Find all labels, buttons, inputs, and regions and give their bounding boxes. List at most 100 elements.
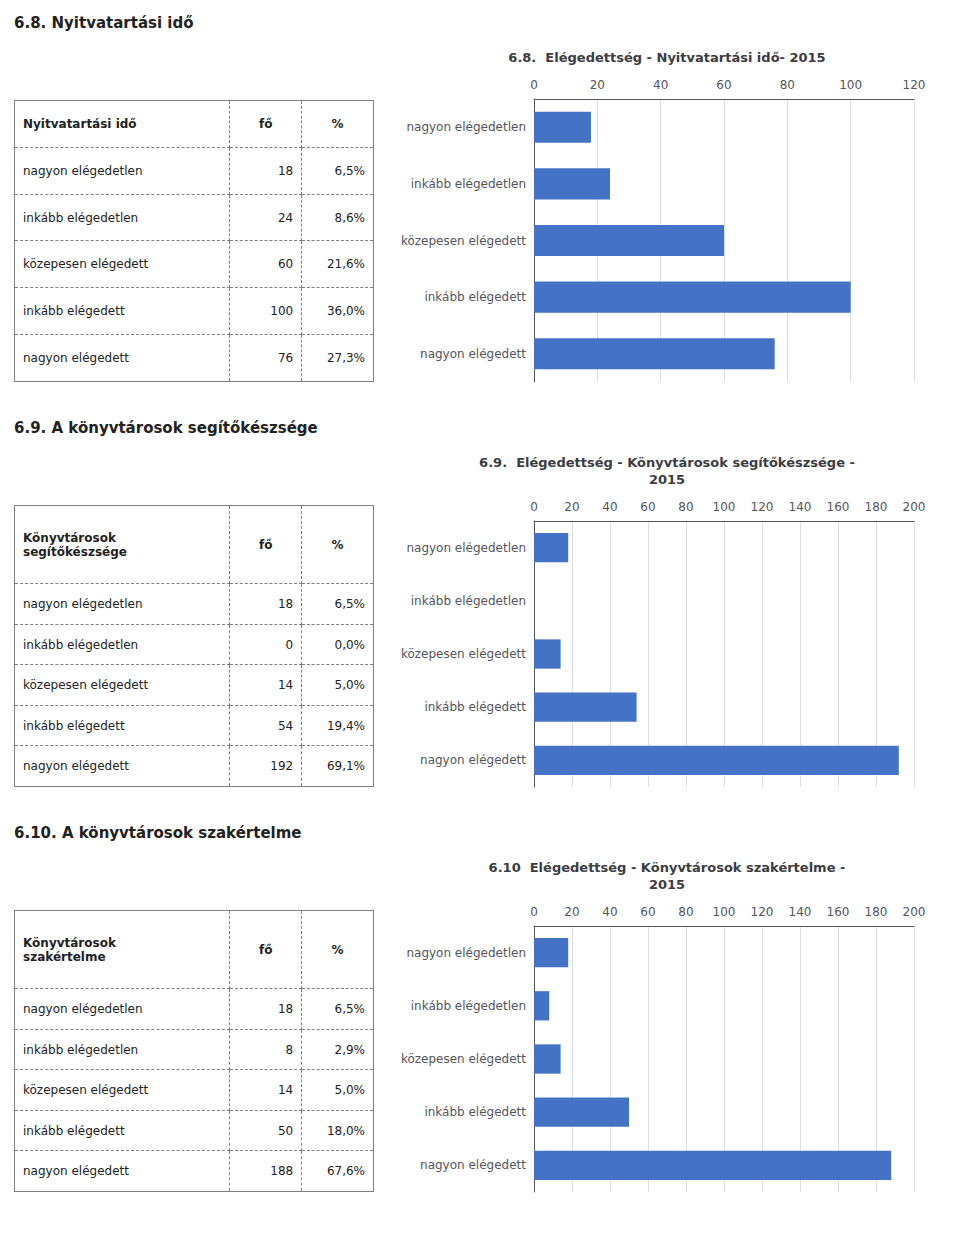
html-text:segítőkészsége: segítőkészsége bbox=[23, 544, 127, 559]
html-text:54: 54 bbox=[277, 718, 294, 733]
svg-text:6.8. Elégedettség - Nyitvatar: 6.8. Elégedettség - Nyitvatartási idő- 2… bbox=[508, 50, 825, 65]
svg-text:inkább elégedetlen: inkább elégedetlen bbox=[411, 594, 526, 608]
svg-text:200: 200 bbox=[903, 500, 926, 514]
html-text:36,0%: 36,0% bbox=[326, 304, 365, 319]
html-text:Nyitvatartási idő: Nyitvatartási idő bbox=[23, 116, 137, 131]
svg-text:180: 180 bbox=[865, 500, 888, 514]
html-text:nagyon elégedett: nagyon elégedett bbox=[23, 1164, 129, 1179]
html-text:6,5%: 6,5% bbox=[334, 597, 365, 612]
svg-text:0: 0 bbox=[530, 905, 538, 919]
svg-text:20: 20 bbox=[564, 905, 579, 919]
svg-text:140: 140 bbox=[789, 500, 812, 514]
html-text:inkább elégedetlen: inkább elégedetlen bbox=[23, 637, 139, 652]
html-text:76: 76 bbox=[277, 351, 294, 366]
svg-text:100: 100 bbox=[839, 78, 862, 92]
svg-text:40: 40 bbox=[602, 500, 617, 514]
html-text:közepesen elégedett: közepesen elégedett bbox=[23, 257, 149, 272]
html-text:inkább elégedetlen: inkább elégedetlen bbox=[23, 210, 139, 225]
svg-text:200: 200 bbox=[903, 905, 926, 919]
svg-text:20: 20 bbox=[590, 78, 605, 92]
svg-text:80: 80 bbox=[780, 78, 795, 92]
svg-text:160: 160 bbox=[827, 905, 850, 919]
html-text:Könyvtárosok: Könyvtárosok bbox=[23, 530, 116, 545]
svg-text:6.9. Elégedettség - Könyvtáro: 6.9. Elégedettség - Könyvtárosok segítők… bbox=[479, 455, 855, 470]
html-text:2,9%: 2,9% bbox=[334, 1042, 365, 1057]
svg-text:80: 80 bbox=[678, 500, 693, 514]
svg-text:160: 160 bbox=[827, 500, 850, 514]
html-text:inkább elégedett: inkább elégedett bbox=[23, 1123, 125, 1138]
html-text:188: 188 bbox=[270, 1164, 294, 1179]
html-text:19,4%: 19,4% bbox=[326, 718, 365, 733]
html-text:6.8. Nyitvatartási idő: 6.8. Nyitvatartási idő bbox=[14, 14, 194, 32]
html-text:8,6%: 8,6% bbox=[334, 210, 365, 225]
html-text:27,3%: 27,3% bbox=[326, 351, 365, 366]
html-text:5,0%: 5,0% bbox=[334, 1083, 365, 1098]
html-text:6,5%: 6,5% bbox=[334, 1002, 365, 1017]
svg-text:60: 60 bbox=[716, 78, 731, 92]
html-text:inkább elégedett: inkább elégedett bbox=[23, 304, 125, 319]
html-text:6.9. A könyvtárosok segítőkész: 6.9. A könyvtárosok segítőkészsége bbox=[14, 419, 318, 437]
html-text:nagyon elégedett: nagyon elégedett bbox=[23, 759, 129, 774]
svg-text:40: 40 bbox=[602, 905, 617, 919]
svg-text:2015: 2015 bbox=[649, 472, 685, 487]
svg-text:6.10 Elégedettség - Könyvtáro: 6.10 Elégedettség - Könyvtárosok szakért… bbox=[489, 860, 846, 875]
html-text:69,1%: 69,1% bbox=[326, 759, 365, 774]
html-text:Könyvtárosok: Könyvtárosok bbox=[23, 935, 116, 950]
svg-text:40: 40 bbox=[653, 78, 668, 92]
svg-text:100: 100 bbox=[713, 500, 736, 514]
html-text:inkább elégedetlen: inkább elégedetlen bbox=[23, 1042, 139, 1057]
svg-text:0: 0 bbox=[530, 500, 538, 514]
html-text:inkább elégedett: inkább elégedett bbox=[23, 718, 125, 733]
html-text:közepesen elégedett: közepesen elégedett bbox=[23, 1083, 149, 1098]
html-text:közepesen elégedett: közepesen elégedett bbox=[23, 678, 149, 693]
html-text:50: 50 bbox=[277, 1123, 294, 1138]
svg-text:inkább elégedett: inkább elégedett bbox=[424, 700, 526, 714]
svg-text:140: 140 bbox=[789, 905, 812, 919]
svg-text:0: 0 bbox=[530, 78, 538, 92]
svg-text:180: 180 bbox=[865, 905, 888, 919]
svg-text:közepesen elégedett: közepesen elégedett bbox=[401, 234, 526, 248]
html-text:6.10. A könyvtárosok szakértel: 6.10. A könyvtárosok szakértelme bbox=[14, 824, 302, 842]
svg-text:120: 120 bbox=[751, 905, 774, 919]
html-text:60: 60 bbox=[277, 257, 294, 272]
svg-text:nagyon elégedett: nagyon elégedett bbox=[420, 1158, 526, 1172]
html-text:192: 192 bbox=[270, 759, 294, 774]
svg-text:80: 80 bbox=[678, 905, 693, 919]
svg-text:nagyon elégedett: nagyon elégedett bbox=[420, 753, 526, 767]
html-text:0,0%: 0,0% bbox=[334, 637, 365, 652]
html-text:14: 14 bbox=[277, 1083, 294, 1098]
svg-text:60: 60 bbox=[640, 905, 655, 919]
svg-text:közepesen elégedett: közepesen elégedett bbox=[401, 1052, 526, 1066]
svg-text:20: 20 bbox=[564, 500, 579, 514]
svg-text:inkább elégedett: inkább elégedett bbox=[424, 290, 526, 304]
html-text:nagyon elégedetlen: nagyon elégedetlen bbox=[23, 1002, 143, 1017]
svg-text:2015: 2015 bbox=[649, 877, 685, 892]
html-text:nagyon elégedetlen: nagyon elégedetlen bbox=[23, 163, 143, 178]
svg-text:nagyon elégedett: nagyon elégedett bbox=[420, 347, 526, 361]
html-text:18: 18 bbox=[277, 597, 294, 612]
svg-text:100: 100 bbox=[713, 905, 736, 919]
svg-text:nagyon elégedetlen: nagyon elégedetlen bbox=[406, 120, 526, 134]
svg-text:nagyon elégedetlen: nagyon elégedetlen bbox=[406, 541, 526, 555]
html-text:18: 18 bbox=[277, 163, 294, 178]
svg-text:120: 120 bbox=[903, 78, 926, 92]
html-text:100: 100 bbox=[270, 304, 294, 319]
svg-text:120: 120 bbox=[751, 500, 774, 514]
svg-text:közepesen elégedett: közepesen elégedett bbox=[401, 647, 526, 661]
html-text:21,6%: 21,6% bbox=[326, 257, 365, 272]
html-text:18: 18 bbox=[277, 1002, 294, 1017]
svg-text:inkább elégedett: inkább elégedett bbox=[424, 1105, 526, 1119]
svg-text:nagyon elégedetlen: nagyon elégedetlen bbox=[406, 946, 526, 960]
svg-text:inkább elégedetlen: inkább elégedetlen bbox=[411, 999, 526, 1013]
html-text:24: 24 bbox=[277, 210, 294, 225]
html-text:18,0%: 18,0% bbox=[326, 1123, 365, 1138]
html-text:nagyon elégedett: nagyon elégedett bbox=[23, 351, 129, 366]
html-text:14: 14 bbox=[277, 678, 294, 693]
svg-text:60: 60 bbox=[640, 500, 655, 514]
html-text:5,0%: 5,0% bbox=[334, 678, 365, 693]
html-text:nagyon elégedetlen: nagyon elégedetlen bbox=[23, 597, 143, 612]
svg-text:inkább elégedetlen: inkább elégedetlen bbox=[411, 177, 526, 191]
html-text:6,5%: 6,5% bbox=[334, 163, 365, 178]
html-text:67,6%: 67,6% bbox=[326, 1164, 365, 1179]
html-text:szakértelme: szakértelme bbox=[23, 949, 106, 964]
